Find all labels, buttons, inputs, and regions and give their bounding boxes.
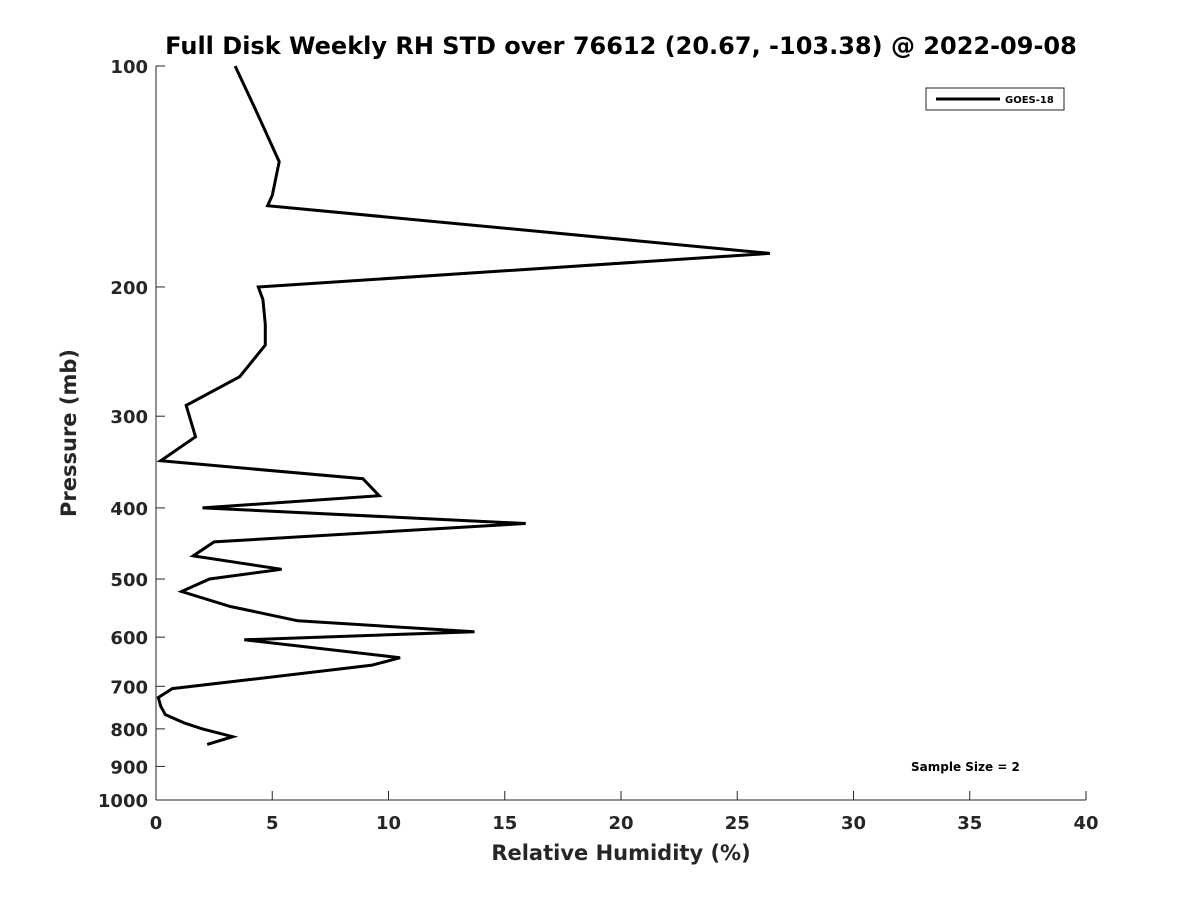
x-tick-label: 0 bbox=[150, 813, 163, 834]
sample-size-annotation: Sample Size = 2 bbox=[911, 760, 1020, 774]
x-tick-label: 35 bbox=[957, 813, 982, 834]
y-ticks: 100 200 300 400 500 600 700 800 900 1000 bbox=[98, 57, 165, 812]
chart-title: Full Disk Weekly RH STD over 76612 (20.6… bbox=[165, 32, 1077, 60]
x-tick-label: 20 bbox=[608, 813, 633, 834]
x-tick-label: 30 bbox=[841, 813, 866, 834]
x-axis-label: Relative Humidity (%) bbox=[491, 841, 750, 865]
y-tick-label: 800 bbox=[110, 720, 148, 741]
y-tick-label: 1000 bbox=[98, 791, 148, 812]
x-tick-label: 40 bbox=[1073, 813, 1098, 834]
y-tick-label: 200 bbox=[110, 278, 148, 299]
series-line-goes-18 bbox=[156, 65, 770, 746]
legend-label-goes-18: GOES-18 bbox=[1005, 95, 1054, 106]
y-tick-label: 300 bbox=[110, 407, 148, 428]
y-tick-label: 700 bbox=[110, 677, 148, 698]
x-tick-label: 25 bbox=[725, 813, 750, 834]
x-ticks: 0 5 10 15 20 25 30 35 40 bbox=[150, 791, 1099, 834]
y-tick-label: 400 bbox=[110, 499, 148, 520]
x-tick-label: 10 bbox=[376, 813, 401, 834]
x-tick-label: 5 bbox=[266, 813, 279, 834]
y-tick-label: 100 bbox=[110, 57, 148, 78]
y-axis-label: Pressure (mb) bbox=[57, 349, 81, 517]
legend: GOES-18 bbox=[925, 87, 1065, 111]
y-tick-label: 500 bbox=[110, 570, 148, 591]
x-tick-label: 15 bbox=[492, 813, 517, 834]
y-tick-label: 600 bbox=[110, 628, 148, 649]
y-tick-label: 900 bbox=[110, 757, 148, 778]
